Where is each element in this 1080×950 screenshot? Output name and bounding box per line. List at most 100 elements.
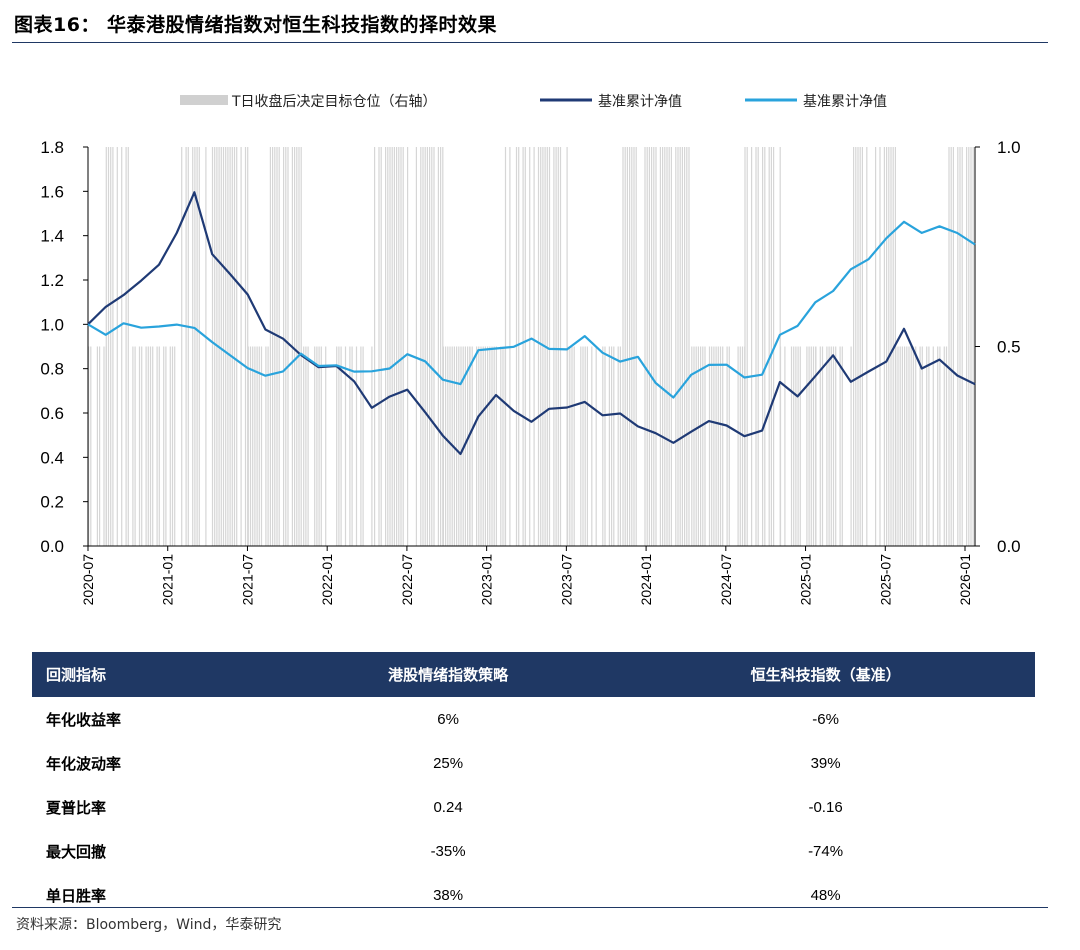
position-bar	[163, 346, 165, 546]
y-left-tick-label: 1.4	[40, 227, 64, 246]
position-bar	[702, 346, 704, 546]
position-bar	[103, 346, 105, 546]
position-bar	[276, 147, 278, 546]
x-tick-label: 2022-07	[399, 554, 415, 606]
y-left-tick-label: 1.2	[40, 271, 64, 290]
position-bar	[655, 147, 657, 546]
position-bar	[555, 147, 557, 546]
position-bar	[819, 346, 821, 546]
position-bar	[901, 346, 903, 546]
y-left-tick-label: 1.6	[40, 182, 64, 201]
position-bar	[708, 346, 711, 546]
position-bar	[236, 147, 238, 546]
position-bar	[617, 346, 619, 546]
position-bar	[429, 147, 431, 546]
position-bar	[198, 147, 200, 546]
position-bar	[426, 147, 428, 546]
position-bar	[586, 346, 588, 546]
position-bar	[316, 346, 318, 546]
position-bar	[757, 147, 759, 546]
position-bar	[945, 346, 948, 546]
position-bar	[420, 147, 422, 546]
position-bar	[156, 346, 158, 546]
position-bar	[855, 147, 857, 546]
position-bar	[957, 147, 959, 546]
position-bar	[283, 147, 285, 546]
position-bar	[684, 147, 686, 546]
position-bar	[256, 346, 258, 546]
position-bar	[374, 147, 376, 546]
position-bar	[518, 147, 520, 546]
position-bar	[149, 346, 152, 546]
y-right-tick-label: 1.0	[997, 138, 1021, 157]
position-bar	[737, 346, 739, 546]
position-bar	[296, 147, 298, 546]
position-bar	[808, 346, 810, 546]
legend-label-strategy: 基准累计净值	[598, 93, 682, 110]
position-bar	[491, 346, 493, 546]
series-lines	[87, 191, 976, 456]
strategy-value: 25%	[433, 754, 464, 772]
position-bar	[225, 147, 227, 546]
position-bar	[229, 147, 231, 546]
position-bar	[471, 346, 473, 546]
position-bar	[883, 147, 885, 546]
position-bar	[460, 346, 462, 546]
position-bar	[717, 346, 719, 546]
position-bar	[393, 147, 395, 546]
metrics-table: 回测指标 港股情绪指数策略 恒生科技指数（基准） 年化收益率 6% -6% 年化…	[32, 652, 1035, 917]
position-bar	[553, 147, 555, 546]
x-tick-label: 2023-01	[479, 554, 495, 606]
position-bar	[839, 346, 841, 546]
position-bar	[112, 147, 114, 546]
position-bar	[853, 147, 855, 546]
position-bar	[265, 346, 267, 546]
position-bar	[424, 147, 426, 546]
position-bar	[580, 346, 582, 546]
position-bar	[681, 147, 683, 546]
position-bar	[307, 346, 309, 546]
position-bar	[467, 346, 469, 546]
position-bar	[886, 147, 888, 546]
position-bar	[320, 346, 322, 546]
position-bar	[693, 346, 695, 546]
position-bar	[861, 147, 863, 546]
y-left-tick-label: 1.8	[40, 138, 64, 157]
position-bar	[437, 147, 439, 546]
chart: 0.0 0.2 0.4 0.6 0.8 1.0 1.2 1.4 1.6 1.8 0.0 0.5 1.0 2…	[40, 93, 1021, 606]
position-bar	[105, 147, 107, 546]
position-bar	[688, 147, 690, 546]
position-bar	[278, 147, 280, 546]
position-bar	[832, 346, 835, 546]
position-bar	[493, 346, 495, 546]
position-bar	[422, 147, 424, 546]
position-bar	[664, 147, 666, 546]
metric-label: 单日胜率	[46, 886, 107, 905]
position-bar	[495, 346, 497, 546]
position-bar	[110, 147, 112, 546]
position-bar	[559, 147, 562, 546]
position-bar	[132, 346, 134, 546]
position-bar	[254, 346, 256, 546]
position-bar	[500, 346, 502, 546]
position-bar	[440, 147, 442, 546]
position-bar	[174, 346, 176, 546]
position-bar	[489, 346, 491, 546]
position-bar	[314, 346, 316, 546]
position-bar	[449, 346, 451, 546]
position-bar	[258, 346, 260, 546]
position-bar	[252, 346, 254, 546]
position-bar	[746, 147, 748, 546]
position-bar	[185, 147, 187, 546]
position-bar	[294, 147, 296, 546]
position-bar	[784, 346, 786, 546]
position-bar	[626, 147, 628, 546]
position-bar	[919, 346, 921, 546]
position-bar	[220, 147, 222, 546]
benchmark-value: -6%	[812, 710, 839, 728]
position-bar	[644, 147, 646, 546]
position-bar	[700, 346, 702, 546]
position-bar	[939, 346, 941, 546]
position-bar	[653, 147, 655, 546]
position-bar	[458, 346, 460, 546]
